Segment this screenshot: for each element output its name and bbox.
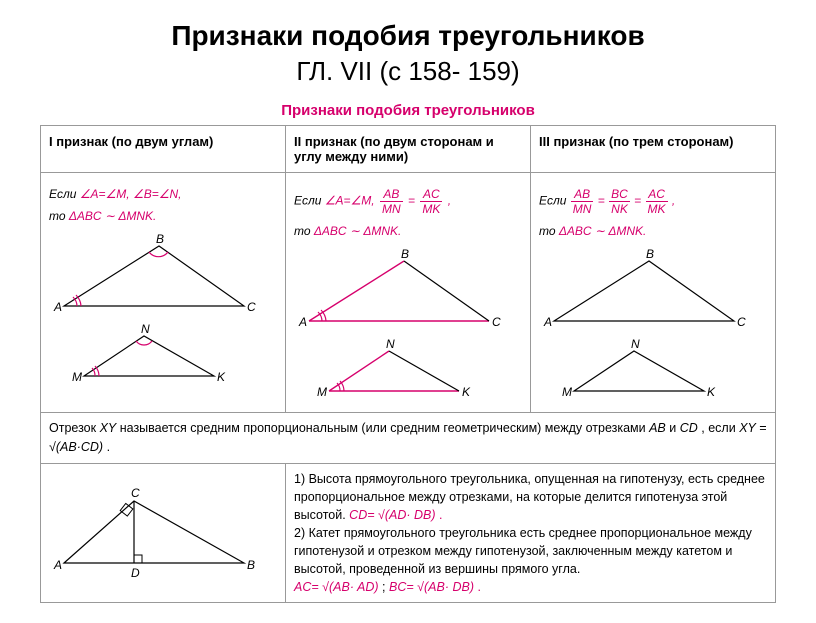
p2-end: . [477,580,480,594]
svg-text:D: D [131,566,140,580]
right-triangle-diagram: A C B D [41,463,286,603]
p1-end: . [439,508,442,522]
subtitle: ГЛ. VII (с 158- 159) [40,56,776,87]
properties-text: 1) Высота прямоугольного треугольника, о… [286,463,776,603]
c2-ft2: AC [420,187,442,202]
c3-ft1: AB [571,187,594,202]
lblC: C [247,300,256,314]
svg-text:C: C [737,315,746,329]
def-and: и [669,421,679,435]
col1-diagram: A B C M N K [49,231,277,391]
definition-row: Отрезок XY называется средним пропорцион… [41,413,776,464]
svg-text:B: B [646,247,654,261]
svg-text:A: A [298,315,307,329]
p2-f2: BC= √(AB· DB) [389,580,474,594]
c2-fb1: MN [380,202,403,216]
c2-ft1: AB [380,187,403,202]
lblA: A [53,300,62,314]
svg-text:K: K [462,385,471,399]
c1-formula: ∠A=∠M, ∠B=∠N, [80,187,182,201]
svg-text:C: C [492,315,501,329]
p2-sep: ; [382,580,389,594]
c2-concl-pre: то [294,224,314,238]
c3-pre: Если [539,194,570,208]
col2-diagram: A B C M N K [294,246,522,406]
c3-fb1: MN [571,202,594,216]
c3-concl: ΔABC ∼ ΔMNK. [559,224,647,238]
main-title: Признаки подобия треугольников [40,20,776,52]
col3-diagram: A B C M N K [539,246,767,406]
def-cd: CD [680,421,698,435]
col3-body: Если AB MN = BC NK = AC MK , то ΔABC ∼ Δ… [531,173,776,413]
col2-body: Если ∠A=∠M, AB MN = AC MK , то ΔABC ∼ ΔM… [286,173,531,413]
criteria-table: I признак (по двум углам) II признак (по… [40,125,776,603]
svg-text:N: N [386,337,395,351]
svg-text:A: A [53,558,62,572]
c1-pre: Если [49,187,80,201]
section-header: Признаки подобия треугольников [40,102,776,119]
def-pre: Отрезок [49,421,100,435]
c3-concl-pre: то [539,224,559,238]
c3-fb3: MK [646,202,668,216]
def-xy: XY [100,421,117,435]
def-ab: AB [649,421,666,435]
def-mid: называется средним пропорциональным (или… [120,421,649,435]
svg-text:M: M [562,385,572,399]
c1-concl: ΔABC ∼ ΔMNK. [69,209,157,223]
svg-text:C: C [131,486,140,500]
svg-text:A: A [543,315,552,329]
lblM: M [72,370,82,384]
c3-fb2: NK [609,202,630,216]
svg-text:M: M [317,385,327,399]
c2-f1: ∠A=∠M, [325,194,375,208]
svg-text:K: K [707,385,716,399]
c1-concl-pre: то [49,209,69,223]
def-if: , если [701,421,739,435]
p2-pre: 2) Катет прямоугольного треугольника ест… [294,526,752,576]
lblK: K [217,370,226,384]
p1-f: CD= √(AD· DB) [349,508,435,522]
c3-ft3: AC [646,187,668,202]
col2-header: II признак (по двум сторонам и углу межд… [286,126,531,173]
col1-body: Если ∠A=∠M, ∠B=∠N, то ΔABC ∼ ΔMNK. A B C [41,173,286,413]
title-text: Признаки подобия треугольников [171,20,644,51]
c2-fb2: MK [420,202,442,216]
lblB: B [156,232,164,246]
col1-header: I признак (по двум углам) [41,126,286,173]
c2-concl: ΔABC ∼ ΔMNK. [314,224,402,238]
col3-header: III признак (по трем сторонам) [531,126,776,173]
svg-text:B: B [247,558,255,572]
lblN: N [141,322,150,336]
c2-pre: Если [294,194,325,208]
svg-text:B: B [401,247,409,261]
p2-f1: AC= √(AB· AD) [294,580,379,594]
def-end: . [107,440,110,454]
c3-ft2: BC [609,187,630,202]
svg-text:N: N [631,337,640,351]
